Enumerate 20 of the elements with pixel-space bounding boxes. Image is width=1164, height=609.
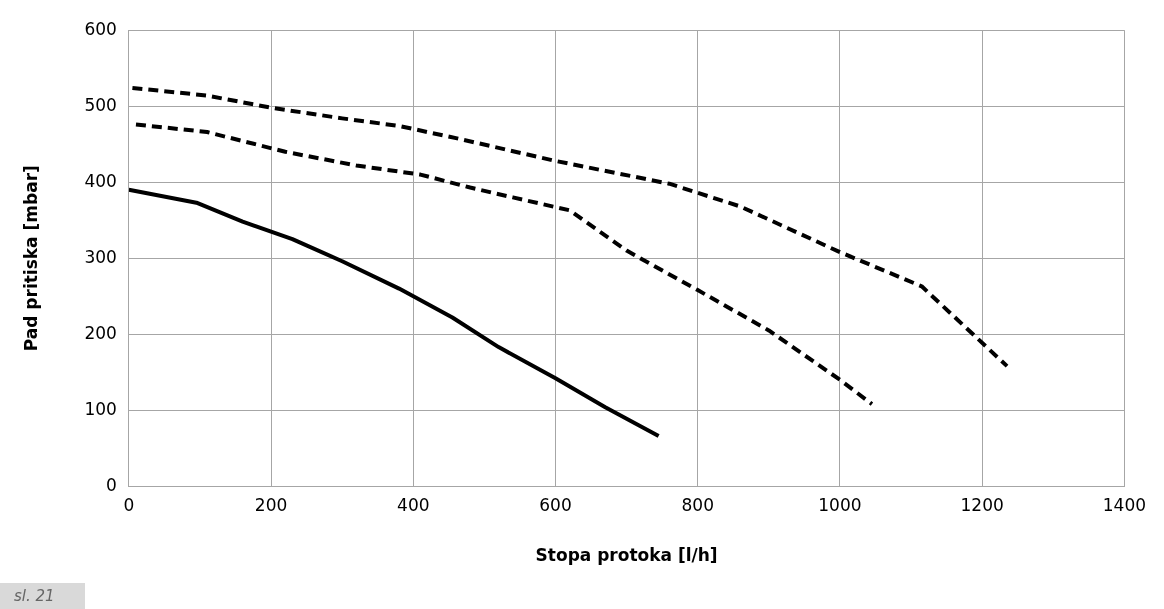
x-tick-label: 600	[539, 494, 572, 515]
y-tick-label: 300	[84, 246, 117, 267]
text: sl. 21	[0, 583, 85, 609]
x-tick-label: 1000	[818, 494, 862, 515]
x-tick-label: 400	[397, 494, 430, 515]
y-tick-label: 0	[106, 474, 117, 495]
x-tick-label: 1200	[960, 494, 1004, 515]
line-series	[130, 85, 1010, 369]
x-axis-title: Stopa protoka [l/h]	[535, 545, 718, 566]
y-tick-label: 600	[84, 18, 117, 39]
y-tick-label: 400	[84, 170, 117, 191]
y-tick-label: 200	[84, 322, 117, 343]
x-tick-label: 1400	[1102, 494, 1146, 515]
x-tick-label: 800	[681, 494, 714, 515]
y-tick-label: 500	[84, 94, 117, 115]
y-tick-label: 100	[84, 398, 117, 419]
y-axis-title: Pad pritiska [mbar]	[20, 165, 41, 352]
x-tick-label: 200	[254, 494, 288, 515]
line-series	[133, 122, 874, 407]
x-tick-label: 0	[123, 494, 135, 515]
